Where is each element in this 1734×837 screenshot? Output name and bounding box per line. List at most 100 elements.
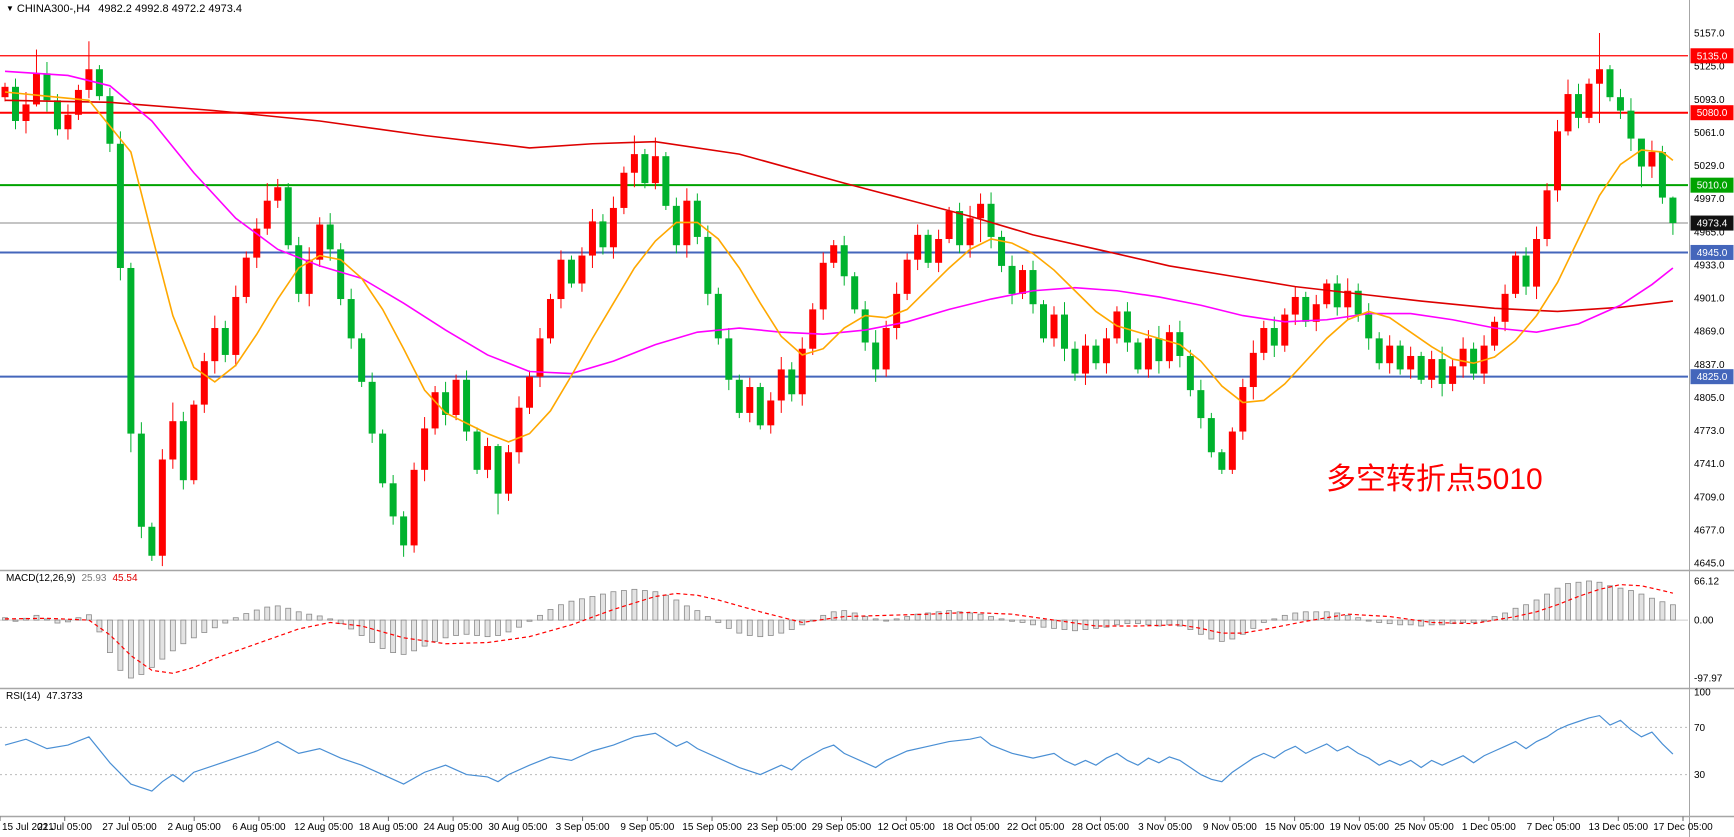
time-tick-label: 2 Aug 05:00 xyxy=(167,822,221,833)
macd-histogram-bar xyxy=(1281,614,1288,621)
macd-main-value: 25.93 xyxy=(81,573,107,584)
price-tick-label: 5157.0 xyxy=(1694,29,1725,40)
macd-histogram-bar xyxy=(1292,612,1299,621)
rsi-panel[interactable] xyxy=(0,714,1688,792)
macd-histogram-bar xyxy=(117,619,124,671)
macd-histogram-bar xyxy=(495,619,501,636)
macd-histogram-bar xyxy=(369,619,376,643)
macd-histogram-bar xyxy=(1260,619,1267,623)
macd-histogram-bar xyxy=(516,619,522,628)
macd-histogram-bar xyxy=(1218,619,1225,642)
macd-histogram-bar xyxy=(1533,599,1540,621)
macd-histogram-bar xyxy=(1187,619,1194,630)
macd-histogram-bar xyxy=(253,609,260,621)
price-tick-label: 4805.0 xyxy=(1694,393,1725,404)
macd-histogram-bar xyxy=(127,619,134,679)
time-tick-label: 24 Aug 05:00 xyxy=(424,822,483,833)
chart-title: ▼ CHINA300-,H4 4982.2 4992.8 4972.2 4973.4 xyxy=(6,3,242,15)
macd-histogram-bar xyxy=(600,593,606,621)
macd-histogram-bar xyxy=(1051,619,1057,629)
macd-histogram-bar xyxy=(704,616,711,621)
macd-histogram-bar xyxy=(998,618,1005,621)
macd-histogram-bar xyxy=(484,619,491,638)
macd-histogram-bar xyxy=(935,611,942,621)
macd-histogram-bar xyxy=(631,588,638,621)
macd-histogram-bar xyxy=(893,618,900,621)
macd-histogram-bar xyxy=(558,604,564,621)
macd-histogram-bar xyxy=(1344,614,1351,621)
time-tick-label: 27 Jul 05:00 xyxy=(102,822,157,833)
price-axis[interactable]: 5157.0 5125.0 5093.0 5061.0 5029.0 4997.0 4965… xyxy=(1694,29,1725,782)
ma-slow-line[interactable] xyxy=(4,99,1674,313)
macd-histogram-bar xyxy=(1323,611,1330,621)
macd-histogram-bar xyxy=(54,619,61,624)
svg-text:4825.0: 4825.0 xyxy=(1697,372,1728,383)
macd-histogram-bar xyxy=(841,610,848,621)
time-tick-label: 12 Aug 05:00 xyxy=(294,822,353,833)
time-tick-label: 22 Oct 05:00 xyxy=(1007,822,1065,833)
macd-histogram-bar xyxy=(1061,619,1068,630)
time-tick-label: 3 Nov 05:00 xyxy=(1138,822,1192,833)
time-tick-label: 15 Nov 05:00 xyxy=(1265,822,1325,833)
macd-histogram-bar xyxy=(1009,619,1015,622)
time-tick-label: 9 Nov 05:00 xyxy=(1203,822,1257,833)
macd-histogram-bar xyxy=(148,619,155,668)
macd-histogram-bar xyxy=(1586,580,1592,621)
macd-histogram-bar xyxy=(589,596,596,621)
price-tick-label: 4773.0 xyxy=(1694,426,1725,437)
rsi-value: 47.3733 xyxy=(46,691,83,702)
macd-histogram-bar xyxy=(610,591,617,621)
time-tick-label: 12 Oct 05:00 xyxy=(878,822,936,833)
macd-histogram-bar xyxy=(1365,619,1372,622)
macd-tick-label: -97.97 xyxy=(1694,674,1723,685)
macd-histogram-bar xyxy=(400,619,407,655)
time-tick-label: 1 Dec 05:00 xyxy=(1462,822,1516,833)
macd-histogram-bar xyxy=(862,616,869,621)
macd-histogram-bar xyxy=(988,616,994,621)
price-tick-label: 5061.0 xyxy=(1694,128,1725,139)
time-tick-label: 17 Dec 05:00 xyxy=(1653,822,1713,833)
macd-histogram-bar xyxy=(65,619,71,623)
macd-histogram-bar xyxy=(453,619,459,636)
ma-mid-line[interactable] xyxy=(4,70,1674,375)
macd-histogram-bar xyxy=(505,619,512,633)
macd-histogram-bar xyxy=(1376,619,1383,623)
price-tick-label: 4741.0 xyxy=(1694,459,1725,470)
time-tick-label: 28 Oct 05:00 xyxy=(1072,822,1130,833)
macd-histogram-bar xyxy=(579,598,585,621)
macd-histogram-bar xyxy=(1512,607,1519,621)
macd-histogram-bar xyxy=(1565,583,1571,621)
macd-histogram-bar xyxy=(1229,619,1236,640)
svg-text:4973.4: 4973.4 xyxy=(1697,219,1728,230)
annotation-text[interactable]: 多空转折点5010 xyxy=(1326,463,1543,496)
macd-histogram-bar xyxy=(652,591,659,621)
macd-histogram-bar xyxy=(1197,619,1204,635)
time-tick-label: 15 Sep 05:00 xyxy=(682,822,742,833)
svg-text:5135.0: 5135.0 xyxy=(1697,51,1728,62)
macd-histogram-bar xyxy=(337,619,344,625)
macd-histogram-bar xyxy=(107,619,113,653)
rsi-tick-label: 70 xyxy=(1694,723,1706,734)
svg-text:5010.0: 5010.0 xyxy=(1697,181,1728,192)
macd-histogram-bar xyxy=(683,605,690,621)
macd-histogram-bar xyxy=(190,619,197,639)
macd-signal-line[interactable] xyxy=(4,584,1674,674)
macd-histogram-bar xyxy=(1481,619,1487,622)
macd-histogram-bar xyxy=(1355,617,1362,621)
rsi-line[interactable] xyxy=(4,714,1674,792)
price-tick-label: 4677.0 xyxy=(1694,525,1725,536)
macd-panel[interactable] xyxy=(0,580,1688,679)
macd-histogram-bar xyxy=(358,619,365,636)
macd-histogram-bar xyxy=(1575,581,1582,621)
macd-histogram-bar xyxy=(306,613,313,621)
ma-fast-line[interactable] xyxy=(4,91,1674,443)
price-badge-4945.0: 4945.0 xyxy=(1690,244,1734,260)
macd-histogram-bar xyxy=(243,613,250,621)
macd-histogram-bar xyxy=(1628,590,1634,621)
candlestick-series[interactable] xyxy=(1,33,1677,567)
time-tick-label: 19 Nov 05:00 xyxy=(1330,822,1390,833)
price-tick-label: 4837.0 xyxy=(1694,360,1725,371)
